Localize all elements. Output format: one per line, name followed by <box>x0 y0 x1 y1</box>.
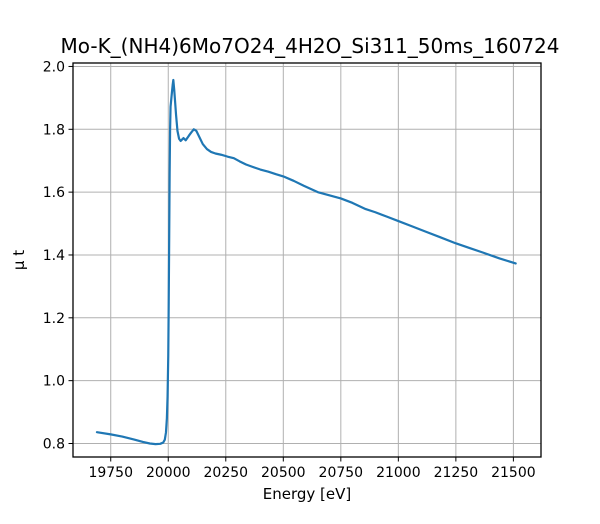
x-tick-label: 21500 <box>491 465 536 481</box>
plot-border <box>72 62 542 458</box>
chart-title: Mo-K_(NH4)6Mo7O24_4H2O_Si311_50ms_160724 <box>60 34 559 58</box>
x-tick-label: 21000 <box>376 465 421 481</box>
y-tick-label: 1.0 <box>43 374 65 390</box>
x-axis-ticks: 19750 20000 20250 20500 20750 21000 21250 21500 <box>88 457 536 481</box>
x-axis-label: Energy [eV] <box>263 485 351 503</box>
x-tick-label: 20500 <box>261 465 306 481</box>
gridlines <box>73 63 541 457</box>
y-tick-label: 2.0 <box>43 59 65 75</box>
y-tick-label: 1.6 <box>43 185 65 201</box>
y-tick-label: 1.8 <box>43 122 65 138</box>
x-tick-label: 19750 <box>88 465 133 481</box>
y-tick-label: 1.2 <box>43 311 65 327</box>
y-tick-label: 1.4 <box>43 248 65 264</box>
x-tick-label: 20000 <box>146 465 191 481</box>
x-tick-label: 20250 <box>204 465 249 481</box>
spectrum-line <box>95 78 517 446</box>
x-tick-label: 20750 <box>319 465 364 481</box>
data-series-layer <box>95 78 517 446</box>
y-tick-label: 0.8 <box>43 436 65 452</box>
x-tick-label: 21250 <box>434 465 479 481</box>
y-axis-label: μ t <box>10 250 28 270</box>
y-axis-ticks: 0.8 1.0 1.2 1.4 1.6 1.8 2.0 <box>43 59 73 452</box>
